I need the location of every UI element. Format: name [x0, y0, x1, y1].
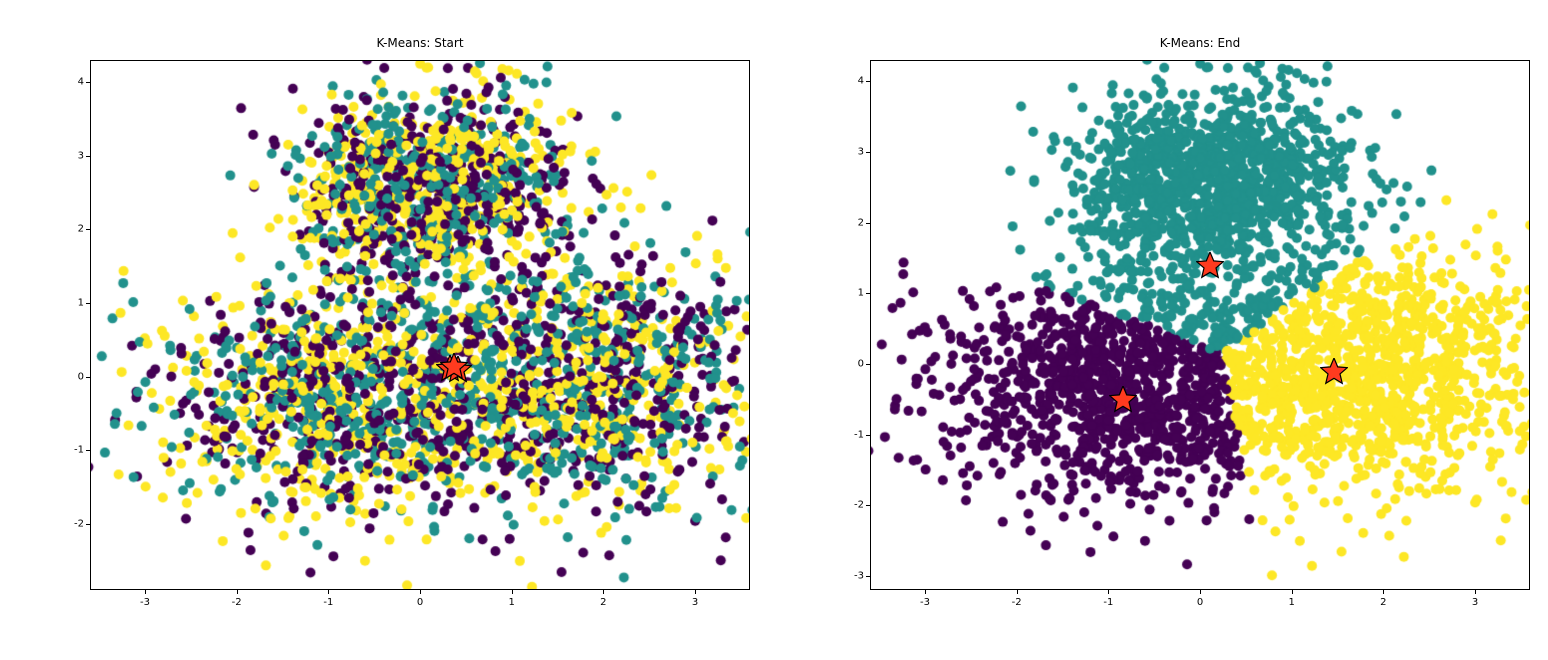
- ytick-label: 0: [60, 371, 84, 382]
- ytick-label: 2: [840, 217, 864, 228]
- ytick-label: 3: [840, 146, 864, 157]
- xtick-label: -1: [323, 597, 333, 608]
- xtick-label: -3: [920, 597, 930, 608]
- xtick-label: 0: [1197, 597, 1203, 608]
- xtick-label: -3: [140, 597, 150, 608]
- scatter-canvas-left: [91, 61, 749, 589]
- ytick-label: 4: [60, 77, 84, 88]
- xtick-label: -2: [232, 597, 242, 608]
- ytick-label: 1: [840, 288, 864, 299]
- panel-title: K-Means: End: [870, 36, 1530, 50]
- panel-kmeans-end: K-Means: End -3-2-10123-3-2-101234: [870, 60, 1530, 590]
- xtick-label: 1: [1288, 597, 1294, 608]
- plot-area-right: [870, 60, 1530, 590]
- ytick-label: -2: [840, 500, 864, 511]
- xtick-label: 0: [417, 597, 423, 608]
- ytick-label: 2: [60, 224, 84, 235]
- xtick-label: 3: [692, 597, 698, 608]
- xtick-label: 2: [1380, 597, 1386, 608]
- ytick-label: 4: [840, 76, 864, 87]
- ytick-label: 3: [60, 150, 84, 161]
- xtick-label: 2: [600, 597, 606, 608]
- ytick-label: -3: [840, 570, 864, 581]
- panel-kmeans-start: K-Means: Start -3-2-10123-2-101234: [90, 60, 750, 590]
- ytick-label: -2: [60, 518, 84, 529]
- xtick-label: -2: [1012, 597, 1022, 608]
- xtick-label: 3: [1472, 597, 1478, 608]
- ytick-label: 1: [60, 297, 84, 308]
- scatter-canvas-right: [871, 61, 1529, 589]
- xtick-label: 1: [508, 597, 514, 608]
- ytick-label: -1: [840, 429, 864, 440]
- xtick-label: -1: [1103, 597, 1113, 608]
- ytick-label: -1: [60, 445, 84, 456]
- panel-title: K-Means: Start: [90, 36, 750, 50]
- plot-area-left: [90, 60, 750, 590]
- figure: K-Means: Start -3-2-10123-2-101234 K-Mea…: [0, 0, 1548, 660]
- ytick-label: 0: [840, 358, 864, 369]
